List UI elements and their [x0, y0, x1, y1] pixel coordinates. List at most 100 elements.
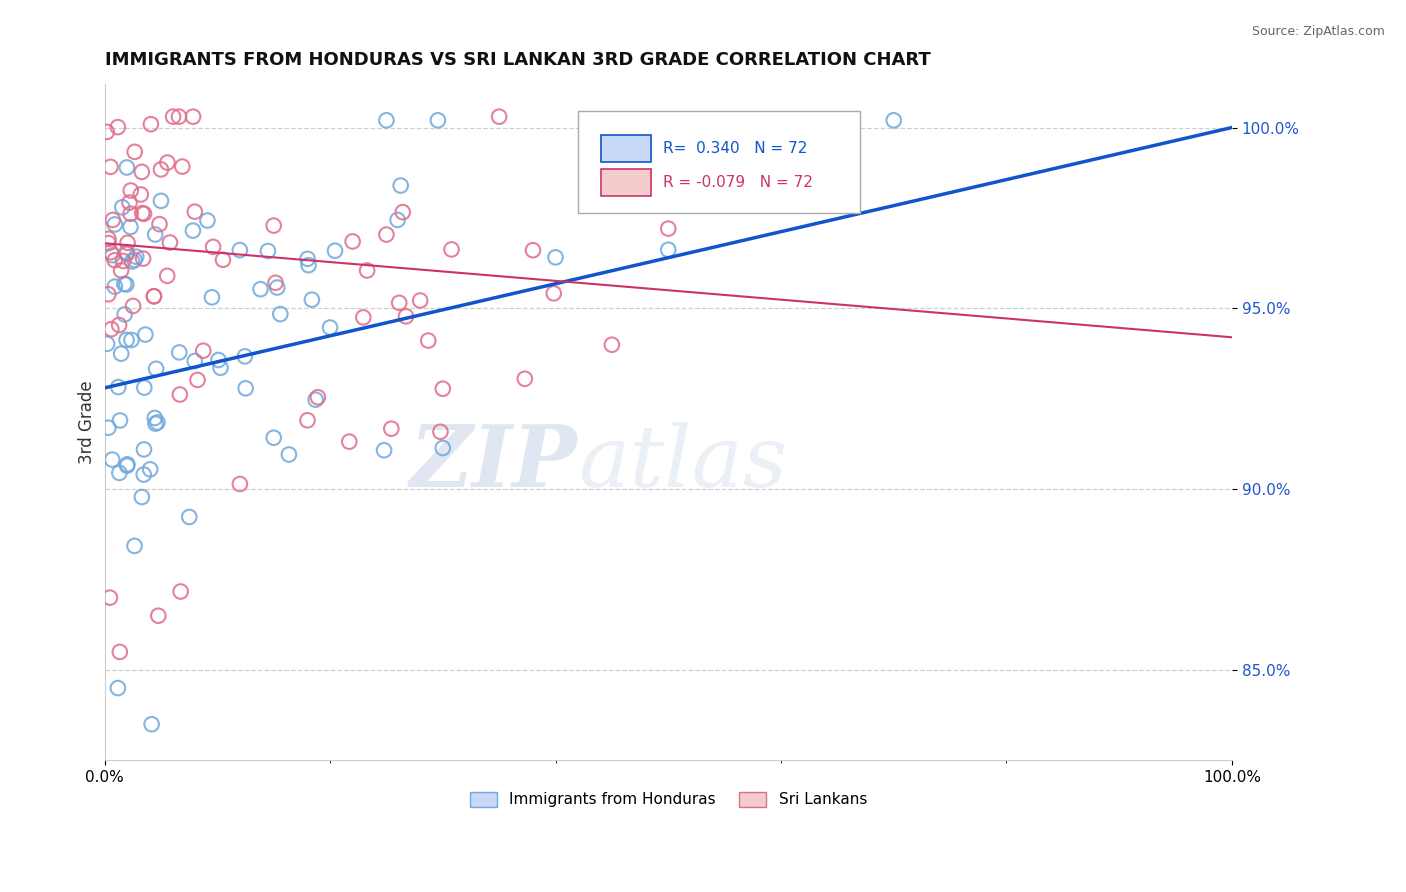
Point	[657, 243, 679, 257]
Point	[104, 253, 127, 268]
Point	[409, 293, 432, 308]
Point	[122, 299, 145, 313]
Point	[264, 276, 287, 290]
Point	[769, 149, 792, 163]
Point	[600, 337, 623, 351]
Bar	[600, 169, 651, 195]
Point	[229, 477, 252, 491]
Point	[101, 248, 124, 262]
Point	[181, 224, 204, 238]
Point	[104, 279, 127, 293]
Point	[134, 327, 156, 342]
Point	[278, 448, 301, 462]
Point	[129, 187, 152, 202]
Point	[375, 227, 398, 242]
Point	[657, 221, 679, 235]
Point	[100, 160, 122, 174]
Point	[141, 717, 163, 731]
Point	[207, 353, 229, 368]
Point	[263, 431, 285, 445]
Point	[142, 289, 165, 303]
Point	[149, 162, 172, 177]
Point	[356, 263, 378, 277]
Point	[96, 125, 118, 139]
Point	[121, 254, 143, 268]
Point	[107, 120, 129, 135]
Point	[426, 113, 449, 128]
Point	[139, 462, 162, 476]
Point	[323, 244, 346, 258]
Point	[97, 287, 120, 301]
Point	[269, 307, 291, 321]
Point	[98, 591, 121, 605]
Point	[108, 645, 131, 659]
Point	[388, 295, 411, 310]
Point	[104, 218, 127, 232]
Point	[181, 110, 204, 124]
Point	[184, 204, 207, 219]
Point	[148, 608, 170, 623]
Point	[145, 417, 167, 431]
Text: IMMIGRANTS FROM HONDURAS VS SRI LANKAN 3RD GRADE CORRELATION CHART: IMMIGRANTS FROM HONDURAS VS SRI LANKAN 3…	[104, 51, 931, 69]
Text: atlas: atlas	[578, 422, 787, 504]
Point	[440, 243, 463, 257]
Bar	[600, 135, 651, 161]
Point	[263, 219, 285, 233]
Point	[337, 434, 360, 449]
Point	[117, 458, 139, 472]
Point	[297, 413, 319, 427]
Point	[124, 145, 146, 159]
Point	[125, 250, 148, 264]
Point	[307, 390, 329, 404]
Point	[395, 310, 418, 324]
Point	[120, 219, 142, 234]
Point	[167, 110, 190, 124]
Point	[107, 380, 129, 394]
Point	[96, 336, 118, 351]
Point	[543, 286, 565, 301]
Point	[110, 347, 132, 361]
Point	[107, 681, 129, 695]
Point	[544, 250, 567, 264]
Point	[111, 200, 134, 214]
Point	[380, 422, 402, 436]
Point	[110, 263, 132, 277]
Point	[117, 235, 139, 250]
Point	[108, 466, 131, 480]
Y-axis label: 3rd Grade: 3rd Grade	[79, 381, 96, 464]
Point	[100, 322, 122, 336]
Point	[139, 117, 162, 131]
Point	[132, 207, 155, 221]
Point	[156, 268, 179, 283]
Point	[297, 252, 319, 266]
Point	[101, 452, 124, 467]
Point	[186, 373, 208, 387]
Point	[172, 160, 194, 174]
Point	[101, 213, 124, 227]
Point	[319, 320, 342, 334]
Point	[235, 381, 257, 395]
Point	[387, 213, 409, 227]
Point	[432, 382, 454, 396]
Point	[342, 235, 364, 249]
Point	[145, 361, 167, 376]
Point	[143, 227, 166, 242]
Point	[373, 443, 395, 458]
Point	[201, 290, 224, 304]
Point	[97, 236, 120, 251]
Point	[112, 254, 135, 268]
Point	[212, 252, 235, 267]
Point	[131, 165, 153, 179]
Point	[100, 245, 122, 260]
Point	[108, 413, 131, 427]
Point	[257, 244, 280, 258]
Point	[266, 280, 288, 294]
Point	[522, 243, 544, 257]
Point	[120, 207, 142, 221]
Point	[131, 490, 153, 504]
Point	[148, 217, 170, 231]
Point	[134, 381, 156, 395]
Point	[352, 310, 374, 325]
Legend: Immigrants from Honduras, Sri Lankans: Immigrants from Honduras, Sri Lankans	[464, 786, 873, 814]
Point	[156, 155, 179, 169]
